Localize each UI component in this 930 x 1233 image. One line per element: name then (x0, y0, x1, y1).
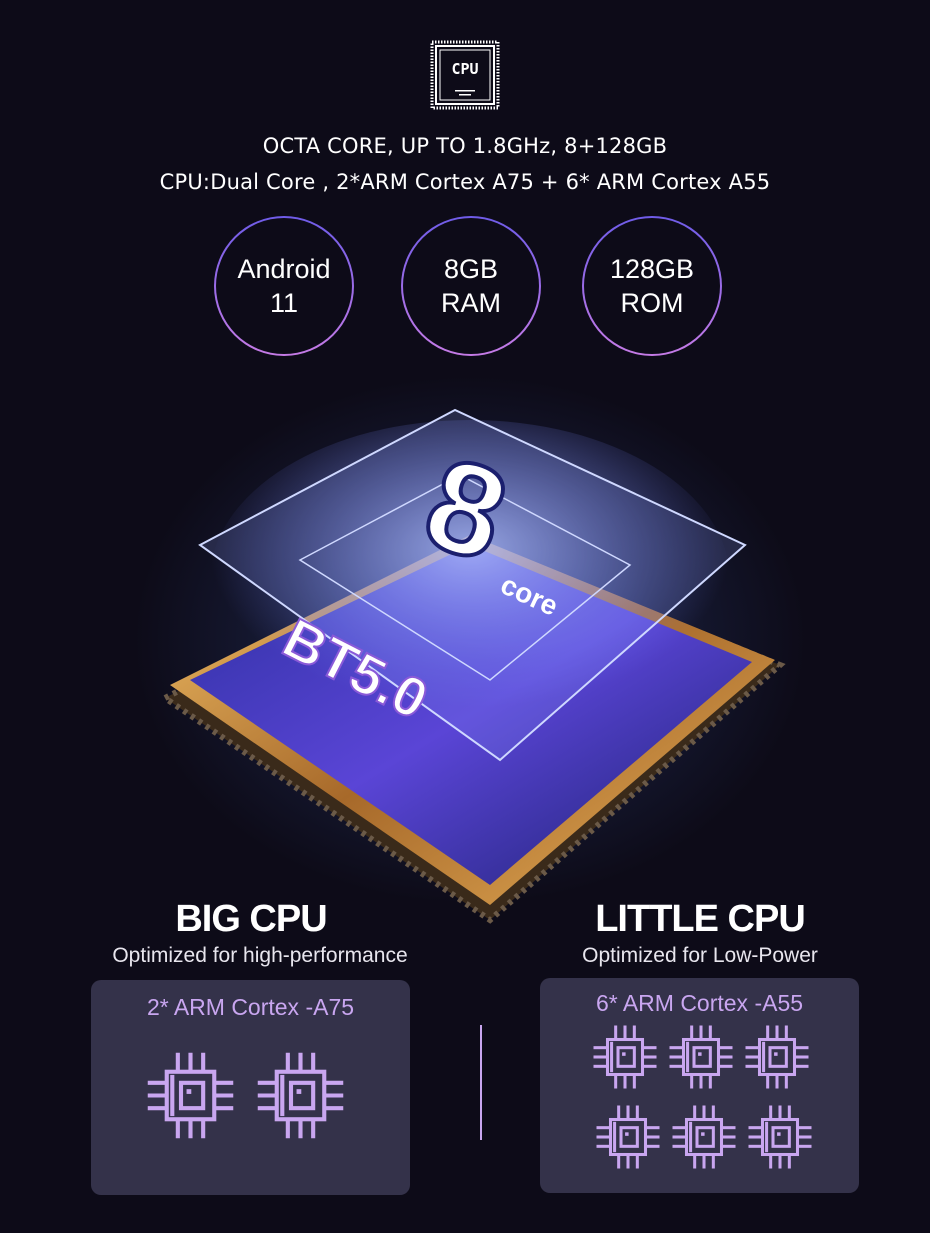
badge-rom: 128GB ROM (582, 216, 722, 356)
badge-top: 8GB (443, 254, 499, 284)
hero-chip-illustration: 8 core BT5.0 (159, 408, 786, 924)
cpu-core-icon (666, 1022, 736, 1097)
divider (480, 1025, 482, 1140)
big-cpu-title: BIG CPU (175, 898, 327, 940)
headline-line-1: OCTA CORE, UP TO 1.8GHz, 8+128GB (262, 134, 668, 158)
cpu-core-icon (742, 1022, 812, 1097)
cpu-core-icon (669, 1102, 739, 1177)
cpu-chip-icon: CPU (428, 38, 502, 112)
badge-bottom: 11 (269, 288, 299, 318)
cpu-core-icon (253, 1048, 348, 1148)
little-cpu-box: 6* ARM Cortex -A55 (540, 978, 859, 1193)
badge-android: Android 11 (214, 216, 354, 356)
little-cpu-box-label: 6* ARM Cortex -A55 (595, 990, 804, 1016)
cpu-icon-label: CPU (451, 60, 479, 78)
little-cpu-title: LITTLE CPU (595, 898, 806, 940)
badge-top: Android (237, 254, 331, 284)
cpu-core-icon (593, 1102, 663, 1177)
cpu-core-icon (745, 1102, 815, 1177)
headline-line-2: CPU:Dual Core , 2*ARM Cortex A75 + 6* AR… (159, 170, 771, 194)
badge-bottom: RAM (441, 288, 501, 318)
badge-top: 128GB (609, 254, 695, 284)
little-cpu-subtitle: Optimized for Low-Power (582, 944, 818, 967)
badge-bottom: ROM (620, 288, 684, 318)
big-cpu-subtitle: Optimized for high-performance (112, 944, 408, 967)
big-cpu-box-label: 2* ARM Cortex -A75 (146, 994, 355, 1020)
big-cpu-box: 2* ARM Cortex -A75 (91, 980, 410, 1195)
badge-ram: 8GB RAM (401, 216, 541, 356)
cpu-core-icon (590, 1022, 660, 1097)
cpu-core-icon (143, 1048, 238, 1148)
